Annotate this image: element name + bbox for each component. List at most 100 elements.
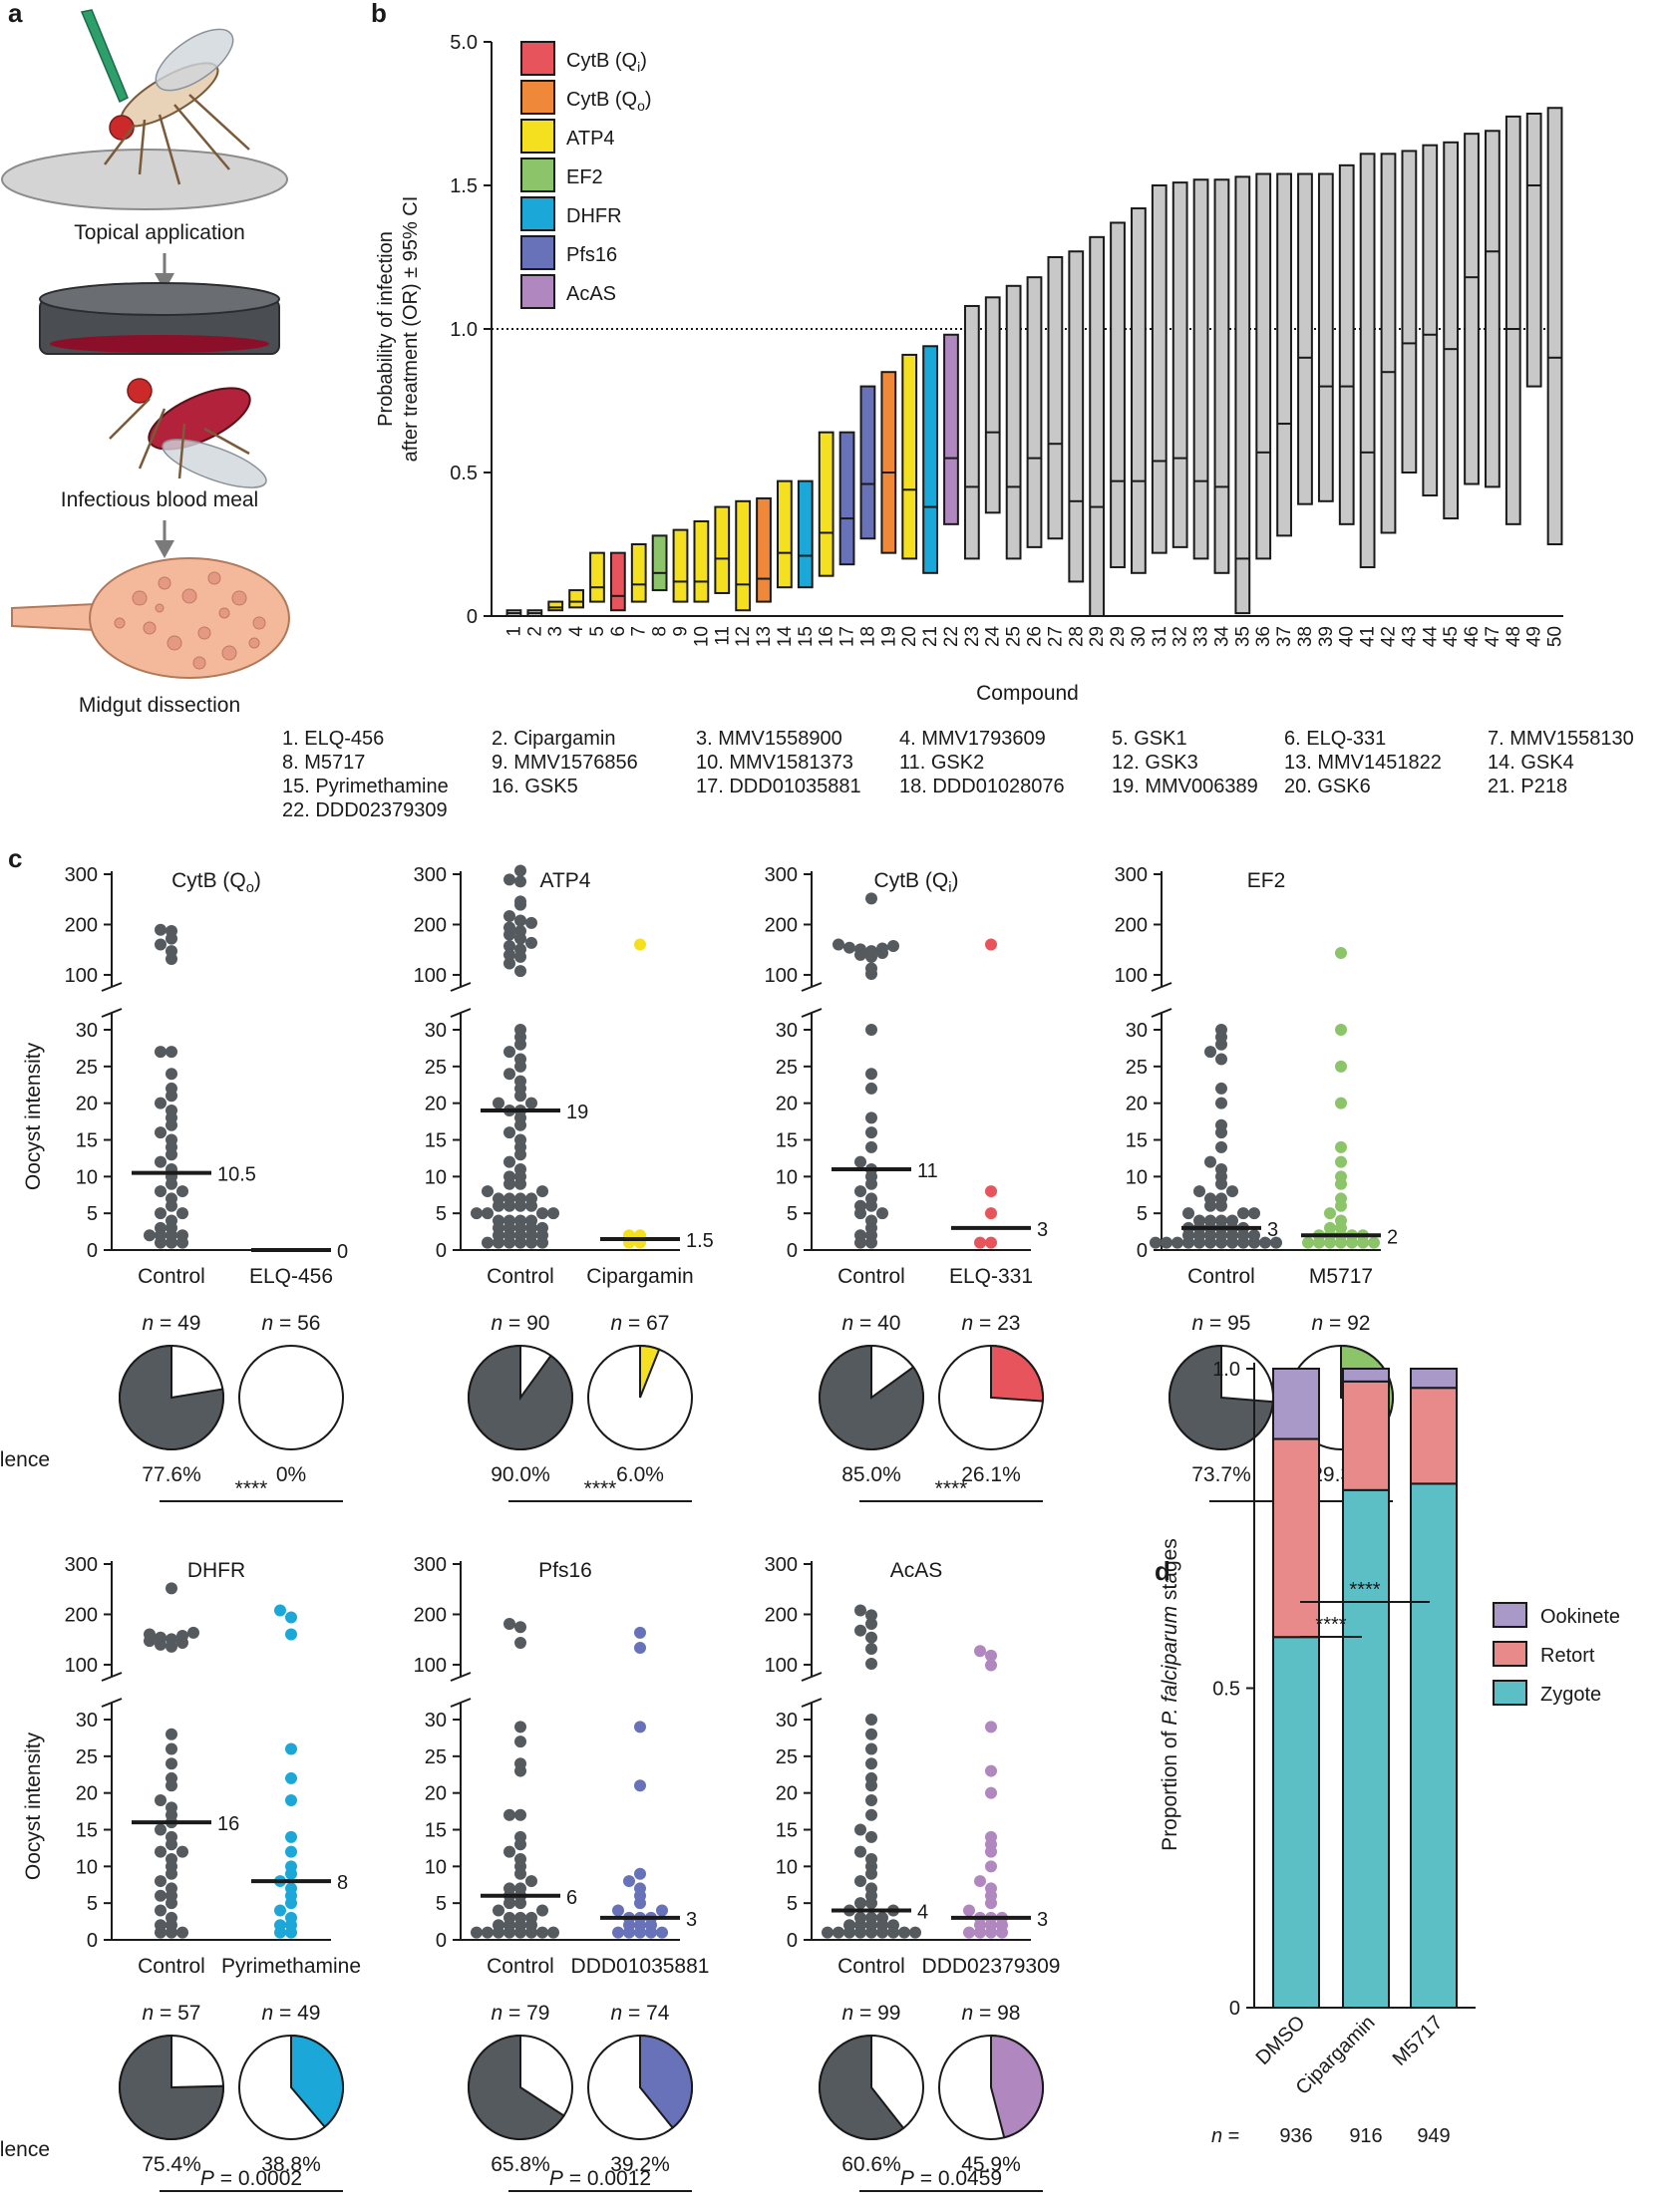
c-data-point [176, 1630, 188, 1643]
c-axis-break [801, 1698, 823, 1708]
c-data-point [1335, 1140, 1347, 1153]
c-data-point [1259, 1236, 1271, 1249]
b-x-tick-label: 27 [1045, 626, 1066, 647]
c-data-point [503, 1882, 515, 1895]
c-y-tick-label: 300 [1115, 864, 1148, 886]
b-compound-key-entry: 13. MMV1451822 [1284, 752, 1442, 774]
mosquito-head-illustration [109, 115, 135, 141]
c-data-point [833, 938, 844, 951]
c-data-point [1302, 1236, 1314, 1249]
c-data-point [1237, 1207, 1249, 1220]
c-prevalence-value: 38.8% [261, 2153, 321, 2176]
b-ci-bar [714, 505, 731, 594]
d-stacked-segment [1410, 1482, 1458, 2009]
c-prevalence-label: Prevalence [0, 2138, 50, 2161]
c-y-axis-label: Oocyst intensity [22, 1732, 45, 1880]
c-data-point [166, 1192, 177, 1205]
c-significance-label: P = 0.0002 [200, 2167, 302, 2190]
b-ci-bar [1110, 221, 1126, 569]
c-data-point [865, 1214, 877, 1227]
c-subplot: 100 200 300 0 5 10 15 20 25 30 Oocyst intensity Cyt… [0, 864, 348, 1502]
c-y-tick-label: 200 [65, 1604, 98, 1626]
b-x-tick-label: 17 [837, 626, 858, 647]
c-data-point [985, 1649, 997, 1662]
c-data-point [514, 1721, 526, 1734]
b-ci-bar [880, 371, 897, 554]
d-y-tick-label: 1.0 [1212, 1359, 1240, 1381]
b-ci-bar [1443, 141, 1460, 520]
c-prevalence-slice [290, 2034, 344, 2129]
c-y-tick-label: 0 [1137, 1240, 1148, 1262]
b-compound-key-entry: 9. MMV1576856 [492, 752, 638, 774]
b-ci-bar [777, 479, 793, 589]
c-n-label: n = 57 [143, 2002, 201, 2025]
c-group-label: ELQ-331 [949, 1265, 1033, 1288]
c-data-point [865, 1111, 877, 1124]
c-subplot-title: ATP4 [540, 869, 591, 892]
c-data-point [1161, 1236, 1172, 1249]
b-x-tick-label: 22 [941, 626, 962, 647]
c-data-point [274, 1919, 286, 1932]
c-data-point [865, 962, 877, 975]
c-data-point [1215, 1053, 1227, 1066]
c-prevalence-value: 75.4% [142, 2153, 201, 2176]
c-data-point [634, 1641, 646, 1654]
c-data-point [285, 1830, 297, 1843]
c-y-tick-label: 25 [76, 1057, 98, 1079]
d-legend-label: Zygote [1540, 1684, 1601, 1706]
c-y-tick-label: 200 [414, 1604, 447, 1626]
c-prevalence-value: 6.0% [616, 1463, 664, 1486]
c-y-tick-label: 15 [76, 1820, 98, 1842]
b-x-tick-label: 48 [1503, 626, 1524, 647]
c-y-tick-label: 25 [776, 1746, 798, 1768]
b-ci-bar [1131, 207, 1147, 574]
c-data-point [514, 875, 526, 888]
c-data-point [166, 1214, 177, 1227]
b-x-tick-label: 34 [1211, 626, 1232, 648]
c-y-tick-label: 25 [425, 1057, 447, 1079]
c-y-tick-label: 200 [765, 1604, 798, 1626]
c-prevalence-label: Prevalence [0, 1448, 50, 1471]
b-legend-label: Pfs16 [566, 244, 617, 266]
mosquito-legs-2-illustration [109, 398, 250, 479]
c-data-point [876, 1911, 888, 1924]
c-data-point [166, 1771, 177, 1784]
b-x-tick-label: 15 [796, 626, 817, 647]
c-data-point [503, 909, 515, 922]
b-ci-bar [1401, 150, 1418, 474]
c-data-point [155, 1904, 167, 1917]
c-data-point [854, 1604, 866, 1617]
b-ci-bar [547, 600, 564, 612]
c-data-point [865, 1126, 877, 1139]
c-data-point [865, 1192, 877, 1205]
c-data-point [155, 1046, 167, 1059]
c-data-point [514, 965, 526, 978]
c-data-point [155, 1126, 167, 1139]
c-axis-break [101, 982, 123, 992]
c-prevalence-value: 60.6% [841, 2153, 901, 2176]
c-data-point [166, 1882, 177, 1895]
c-data-point [898, 1926, 910, 1939]
c-y-tick-label: 100 [414, 1655, 447, 1677]
c-data-point [493, 1904, 504, 1917]
c-y-tick-label: 10 [776, 1166, 798, 1188]
c-data-point [865, 892, 877, 905]
c-data-point [634, 1867, 646, 1880]
b-legend-label: CytB (Qo) [566, 89, 652, 114]
c-axis-break [1151, 982, 1172, 992]
c-y-tick-label: 5 [1137, 1203, 1148, 1225]
c-data-point [166, 1742, 177, 1755]
pipette-illustration [80, 9, 129, 104]
c-prevalence-value: 45.9% [961, 2153, 1021, 2176]
c-data-point [503, 1155, 515, 1168]
c-median-label: 3 [1267, 1219, 1278, 1241]
c-data-point [865, 1771, 877, 1784]
d-n-value: 949 [1417, 2125, 1450, 2147]
c-data-point [985, 1236, 997, 1249]
c-data-point [166, 1582, 177, 1595]
panel-b-compound-key: 1. ELQ-456 2. Cipargamin 3. MMV1558900 4. M… [282, 728, 1634, 821]
b-legend-swatch [520, 235, 555, 270]
c-prevalence-slice [990, 1344, 1044, 1403]
c-data-point [493, 1192, 504, 1205]
c-n-label: n = 49 [262, 2002, 321, 2025]
